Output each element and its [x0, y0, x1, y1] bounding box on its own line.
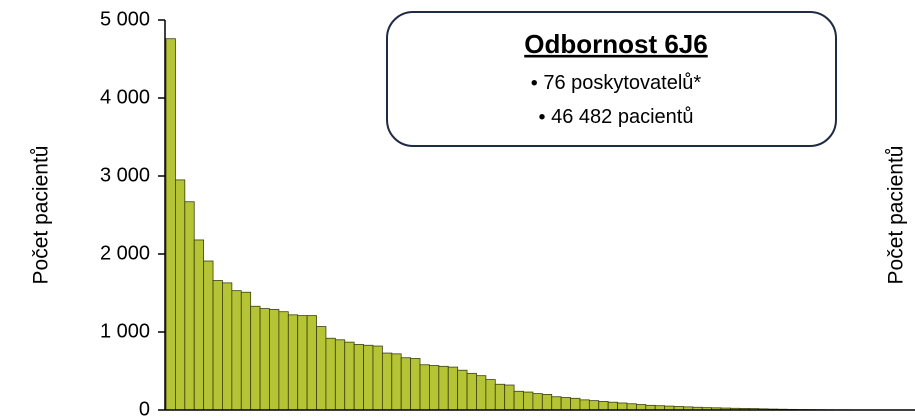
bar — [193, 239, 205, 411]
bar — [617, 402, 628, 411]
bar — [287, 314, 299, 411]
annotation-title: Odbornost 6J6 — [524, 29, 707, 59]
bar — [457, 369, 468, 411]
bar — [344, 341, 355, 411]
bar — [438, 365, 449, 411]
y-tick-label: 2 000 — [100, 242, 150, 264]
y-axis-label: Počet pacientů — [885, 146, 908, 285]
bar — [447, 366, 459, 411]
bar — [250, 305, 261, 411]
bar — [532, 393, 543, 411]
bar — [504, 384, 515, 411]
y-tick-label: 5 000 — [100, 8, 150, 30]
bar — [494, 383, 506, 411]
bar — [410, 358, 421, 411]
bar — [372, 345, 383, 411]
bar — [212, 280, 223, 411]
bar — [381, 352, 393, 411]
y-tick-label: 3 000 — [100, 164, 150, 186]
y-tick-label: 4 000 — [100, 86, 150, 108]
annotation-item: • 76 poskytovatelů* — [531, 72, 702, 94]
bar — [419, 364, 430, 411]
bar — [184, 201, 195, 411]
bar — [240, 291, 252, 411]
bar — [165, 38, 176, 411]
bar — [231, 290, 242, 411]
bar — [316, 326, 327, 411]
bar — [541, 393, 553, 411]
bar — [476, 375, 487, 411]
y-tick-label: 0 — [139, 398, 150, 418]
bar — [485, 379, 496, 411]
bar — [626, 403, 637, 411]
annotation-item-text: 76 poskytovatelů* — [543, 72, 701, 94]
bar — [570, 397, 581, 411]
y-axis-label: Počet pacientů — [30, 146, 53, 285]
bar — [325, 337, 336, 411]
bar — [203, 260, 214, 411]
bar — [269, 308, 280, 411]
annotation-box — [386, 11, 837, 147]
bar — [635, 404, 647, 411]
bar — [259, 308, 270, 411]
bar — [400, 357, 412, 411]
bar — [278, 311, 289, 411]
bar — [334, 339, 346, 411]
bar — [363, 344, 374, 411]
annotation-item-text: 46 482 pacientů — [551, 106, 693, 128]
bar — [551, 396, 562, 411]
bar — [353, 344, 364, 411]
bar — [466, 372, 477, 411]
bar — [297, 315, 308, 411]
bar — [429, 365, 440, 411]
bar — [306, 315, 317, 411]
bar — [513, 390, 524, 411]
bar — [391, 353, 402, 411]
y-tick-label: 1 000 — [100, 320, 150, 342]
bar — [523, 391, 534, 411]
annotation-item: • 46 482 pacientů — [539, 106, 694, 128]
bar — [175, 179, 186, 411]
bar — [588, 400, 600, 411]
bar — [607, 401, 618, 411]
bar — [560, 397, 571, 411]
bar — [222, 282, 233, 411]
bar — [598, 401, 609, 411]
bar — [579, 399, 590, 411]
